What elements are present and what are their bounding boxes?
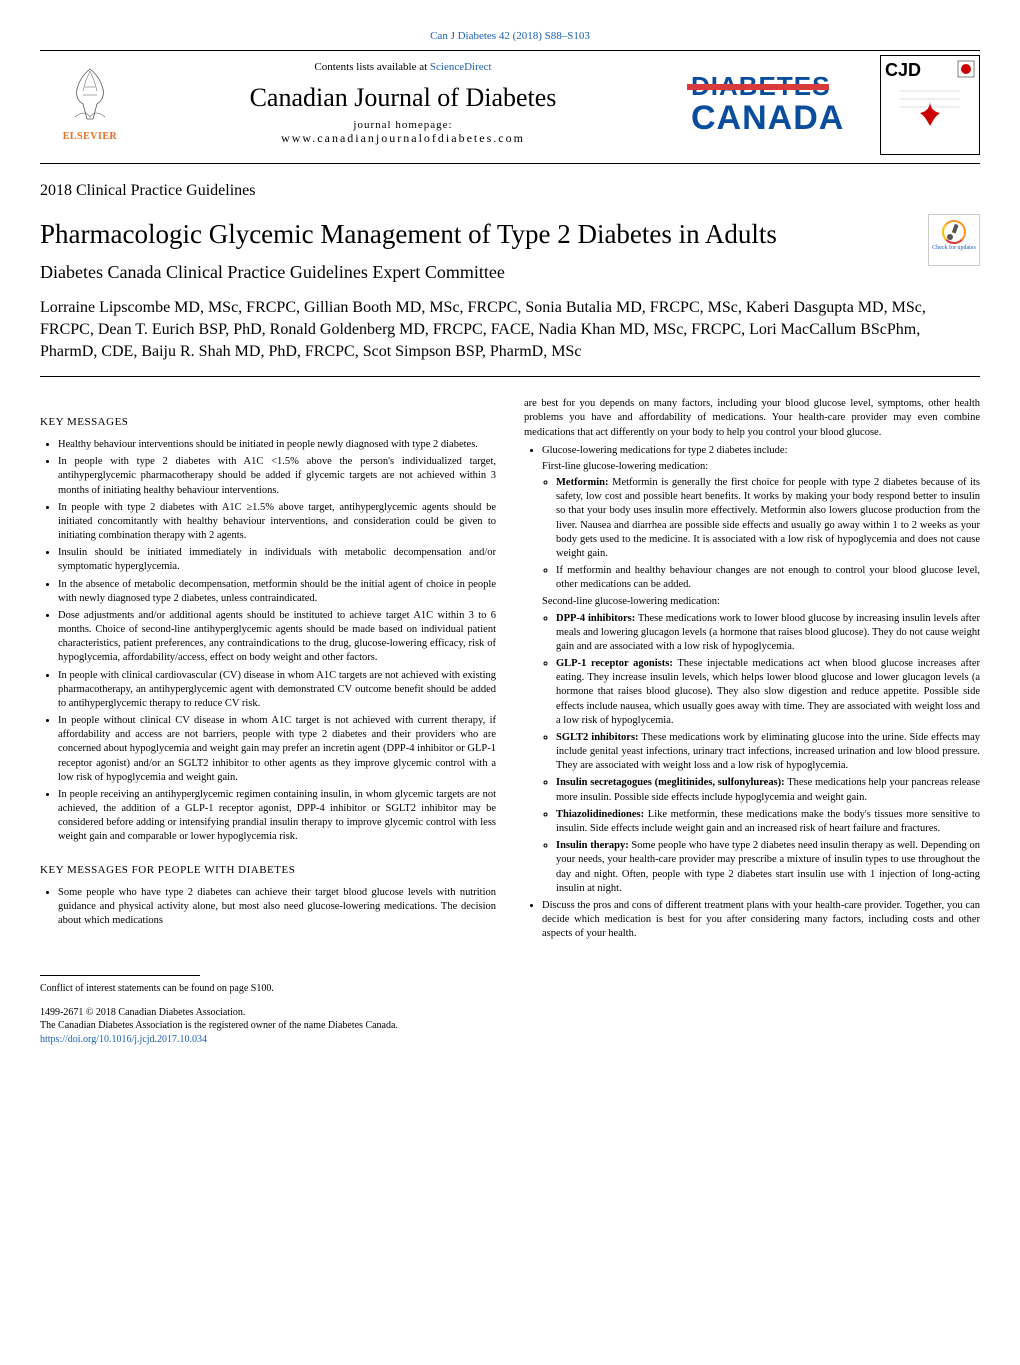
secondline-list: DPP-4 inhibitors: These medications work… — [542, 612, 980, 896]
metformin-text: Metformin is generally the first choice … — [556, 477, 980, 559]
article-subtitle: Diabetes Canada Clinical Practice Guidel… — [40, 262, 928, 283]
key-message-item: Dose adjustments and/or additional agent… — [58, 609, 496, 666]
article-section: 2018 Clinical Practice Guidelines — [40, 182, 980, 200]
metformin-label: Metformin: — [556, 477, 608, 488]
key-message-item: In people receiving an antihyperglycemic… — [58, 788, 496, 845]
med-item: Insulin therapy: Some people who have ty… — [556, 839, 980, 896]
final-bullet: Discuss the pros and cons of different t… — [542, 899, 980, 942]
key-message-item: In people with type 2 diabetes with A1C … — [58, 501, 496, 544]
metformin-note: If metformin and healthy behaviour chang… — [556, 564, 980, 592]
med-item: SGLT2 inhibitors: These medications work… — [556, 731, 980, 774]
publisher-logo: ELSEVIER — [40, 55, 140, 155]
publisher-name: ELSEVIER — [63, 131, 118, 142]
footer-rule — [40, 975, 200, 976]
masthead: ELSEVIER Contents lists available at Sci… — [40, 55, 980, 164]
article-title: Pharmacologic Glycemic Management of Typ… — [40, 218, 928, 250]
med-item: Thiazolidinediones: Like metformin, thes… — [556, 808, 980, 836]
med-item: Insulin secretagogues (meglitinides, sul… — [556, 776, 980, 804]
med-label: GLP-1 receptor agonists: — [556, 658, 673, 669]
body-columns: KEY MESSAGES Healthy behaviour intervent… — [40, 397, 980, 945]
secondline-label: Second-line glucose-lowering medication: — [542, 595, 980, 609]
cjd-cover: CJD — [880, 55, 980, 155]
contents-prefix: Contents lists available at — [314, 61, 429, 73]
check-updates-badge[interactable]: Check for updates — [928, 214, 980, 266]
sciencedirect-link[interactable]: ScienceDirect — [430, 61, 492, 73]
key-messages-heading: KEY MESSAGES — [40, 415, 496, 430]
key-message-item: In people without clinical CV disease in… — [58, 714, 496, 785]
med-label: Insulin therapy: — [556, 840, 629, 851]
homepage-label: journal homepage: — [140, 119, 666, 131]
glucose-meds-list: Glucose-lowering medications for type 2 … — [524, 444, 980, 942]
top-rule — [40, 50, 980, 51]
meds-intro-item: Glucose-lowering medications for type 2 … — [542, 444, 980, 896]
svg-text:CANADA: CANADA — [691, 99, 844, 137]
footer: Conflict of interest statements can be f… — [40, 975, 980, 1046]
diabetes-canada-logo: DIABETES CANADA — [666, 55, 874, 155]
med-label: DPP-4 inhibitors: — [556, 613, 635, 624]
conflict-statement: Conflict of interest statements can be f… — [40, 982, 980, 996]
med-item: GLP-1 receptor agonists: These injectabl… — [556, 657, 980, 728]
firstline-list: Metformin: Metformin is generally the fi… — [542, 476, 980, 592]
citation-link[interactable]: Can J Diabetes 42 (2018) S88–S103 — [430, 30, 590, 42]
metformin-item: Metformin: Metformin is generally the fi… — [556, 476, 980, 561]
key-message-people-item: Some people who have type 2 diabetes can… — [58, 886, 496, 929]
cjd-graphic-icon — [895, 81, 965, 131]
homepage-url[interactable]: www.canadianjournalofdiabetes.com — [140, 131, 666, 146]
running-head: Can J Diabetes 42 (2018) S88–S103 — [40, 30, 980, 42]
meds-intro: Glucose-lowering medications for type 2 … — [542, 445, 788, 456]
key-message-item: Healthy behaviour interventions should b… — [58, 438, 496, 452]
med-item: DPP-4 inhibitors: These medications work… — [556, 612, 980, 655]
crossmark-icon — [941, 219, 967, 245]
journal-page: Can J Diabetes 42 (2018) S88–S103 ELSEVI… — [0, 0, 1020, 1076]
cjd-label: CJD — [885, 60, 921, 81]
firstline-label: First-line glucose-lowering medication: — [542, 460, 980, 474]
med-label: SGLT2 inhibitors: — [556, 732, 639, 743]
key-message-item: Insulin should be initiated immediately … — [58, 546, 496, 574]
registration-line: The Canadian Diabetes Association is the… — [40, 1019, 980, 1033]
issn-line: 1499-2671 © 2018 Canadian Diabetes Assoc… — [40, 1006, 980, 1020]
contents-line: Contents lists available at ScienceDirec… — [140, 61, 666, 73]
author-list: Lorraine Lipscombe MD, MSc, FRCPC, Gilli… — [40, 297, 980, 377]
continuation-text: are best for you depends on many factors… — [524, 397, 980, 440]
cjd-badge-icon — [957, 60, 975, 78]
doi-link[interactable]: https://doi.org/10.1016/j.jcjd.2017.10.0… — [40, 1034, 207, 1045]
med-label: Insulin secretagogues (meglitinides, sul… — [556, 777, 785, 788]
journal-info: Contents lists available at ScienceDirec… — [140, 55, 666, 155]
key-message-item: In the absence of metabolic decompensati… — [58, 578, 496, 606]
key-messages-list: Healthy behaviour interventions should b… — [40, 438, 496, 845]
column-left: KEY MESSAGES Healthy behaviour intervent… — [40, 397, 496, 945]
key-message-item: In people with type 2 diabetes with A1C … — [58, 455, 496, 498]
column-right: are best for you depends on many factors… — [524, 397, 980, 945]
elsevier-tree-icon — [55, 59, 125, 129]
key-messages-people-heading: KEY MESSAGES FOR PEOPLE WITH DIABETES — [40, 863, 496, 878]
check-updates-label: Check for updates — [932, 245, 976, 251]
key-message-item: In people with clinical cardiovascular (… — [58, 669, 496, 712]
key-messages-people-list: Some people who have type 2 diabetes can… — [40, 886, 496, 929]
journal-title: Canadian Journal of Diabetes — [140, 83, 666, 113]
med-label: Thiazolidinediones: — [556, 809, 644, 820]
